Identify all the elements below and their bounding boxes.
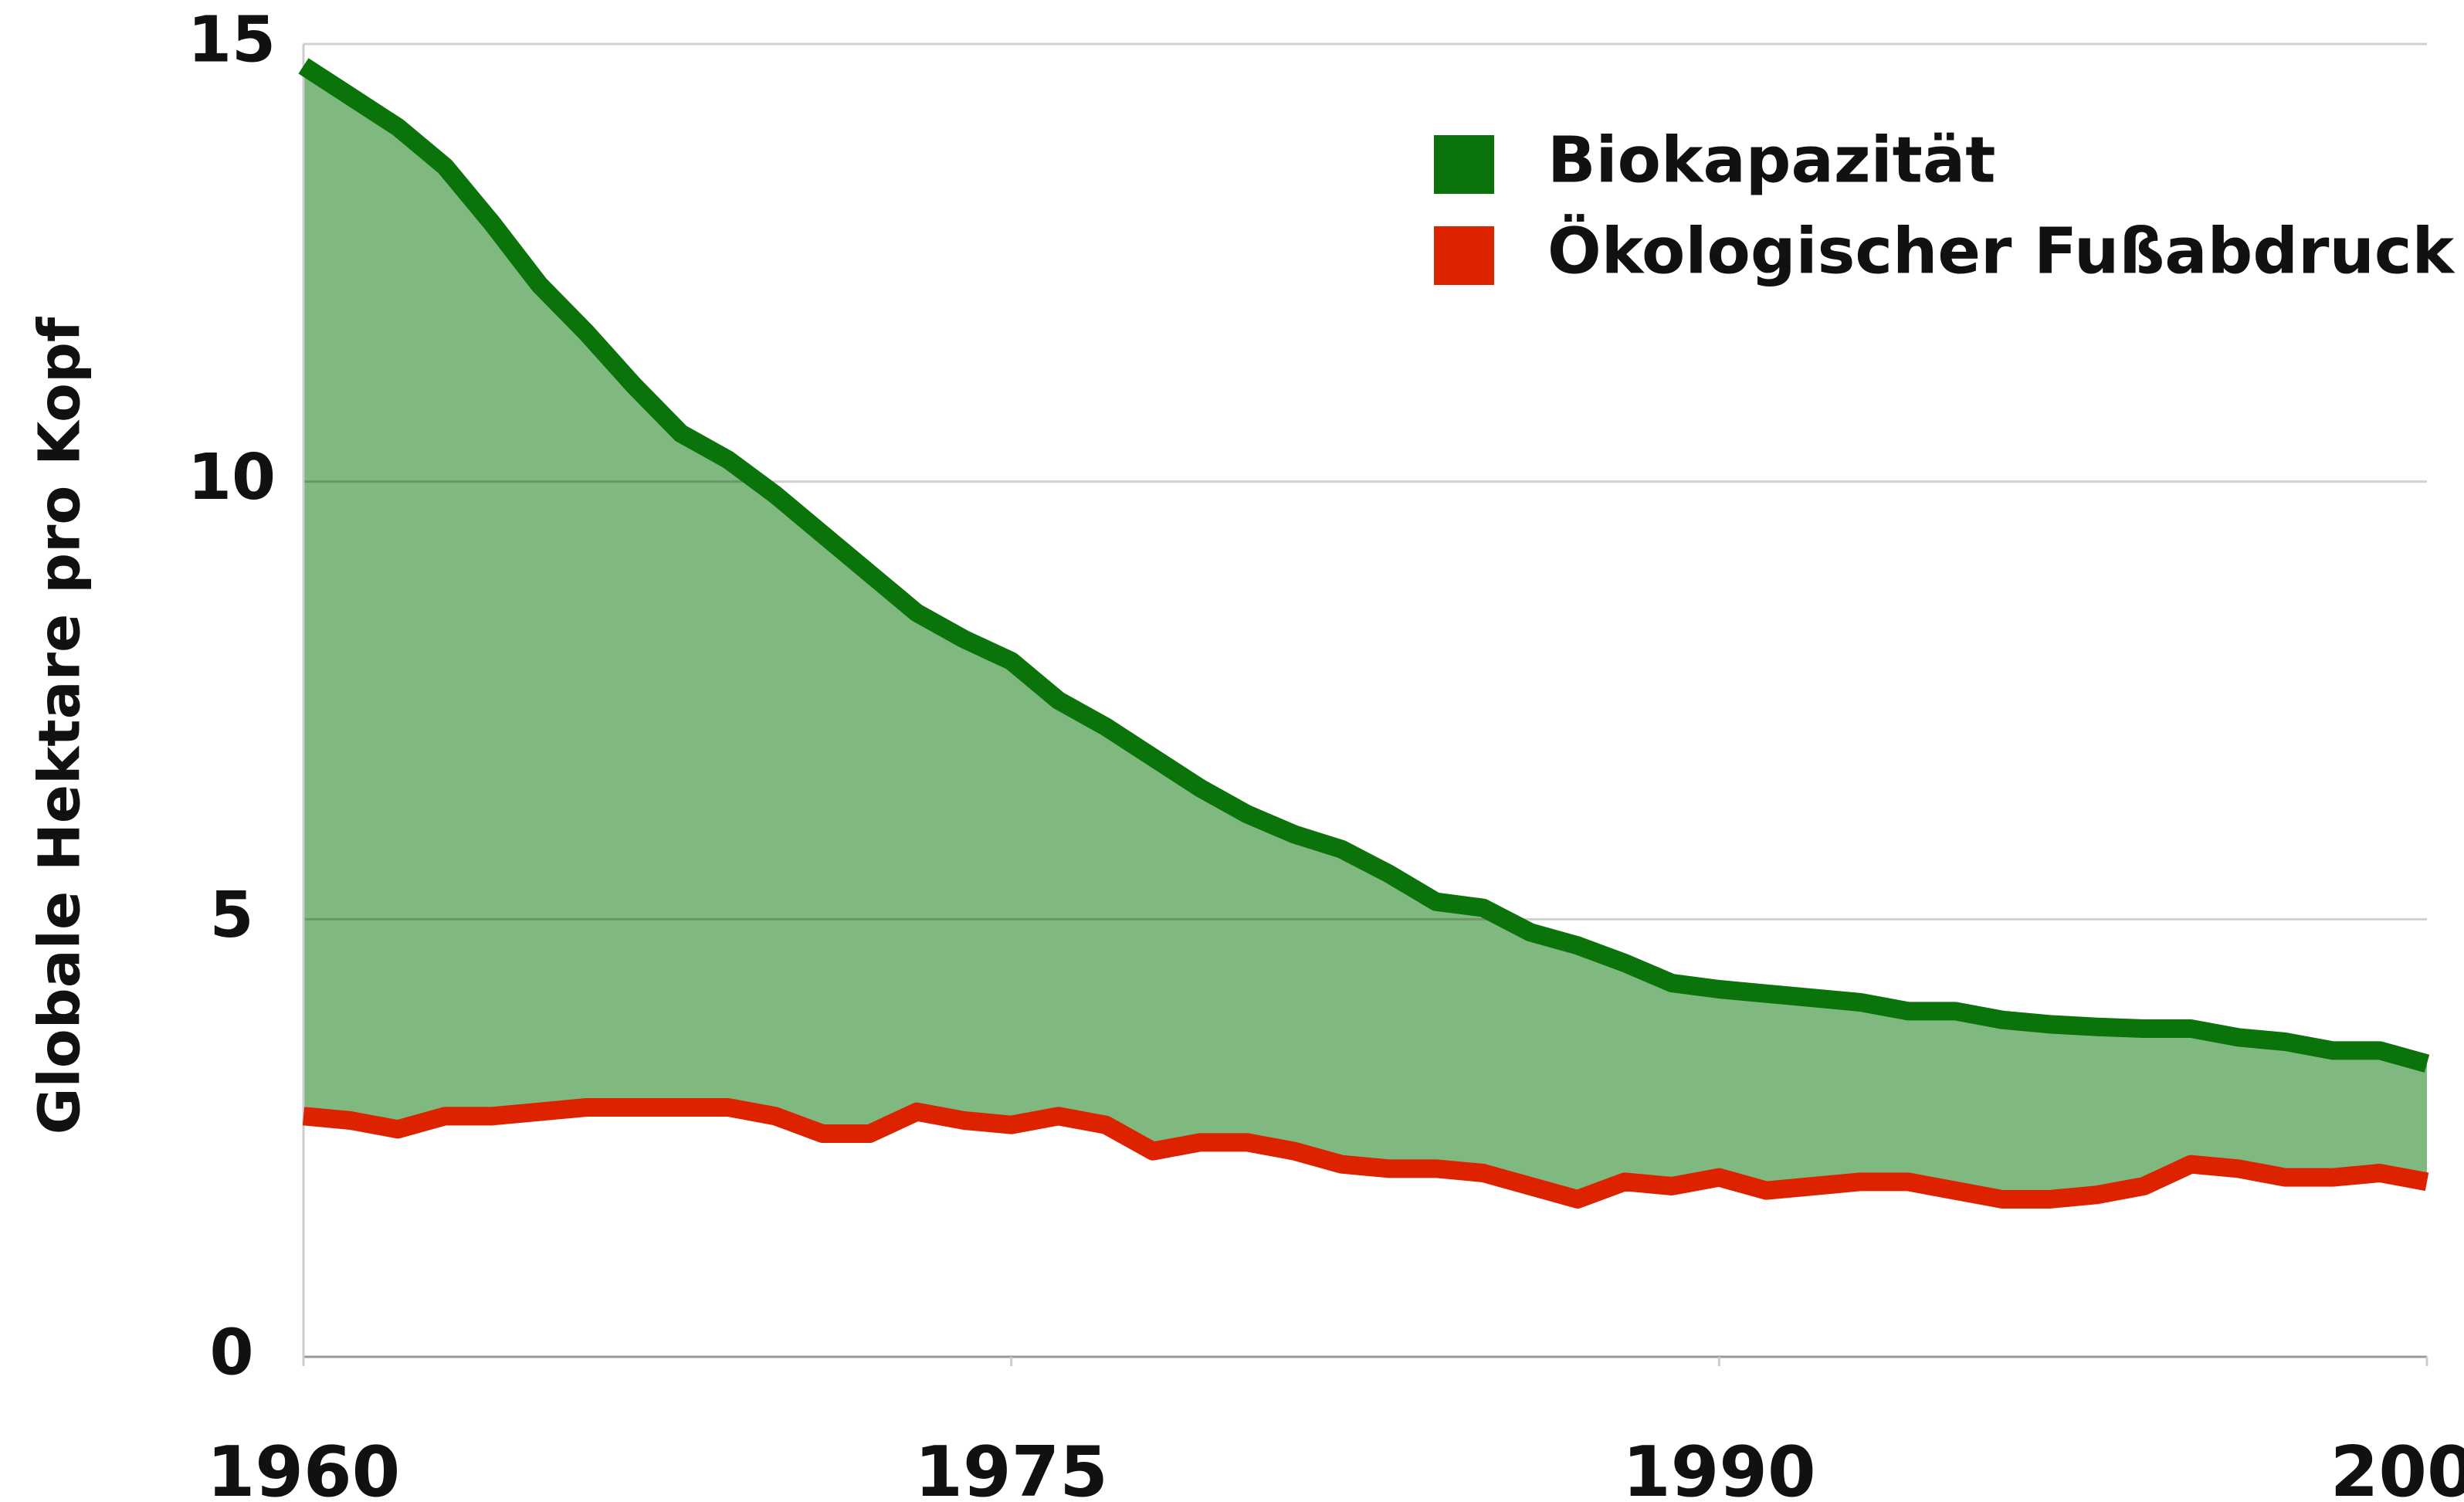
x-tick-label: 1990 <box>1622 1432 1816 1502</box>
x-tick-label: 1975 <box>914 1432 1108 1502</box>
y-tick-label: 15 <box>188 3 276 76</box>
y-tick-label: 0 <box>209 1316 253 1389</box>
legend-swatch <box>1434 226 1494 285</box>
y-tick-label: 5 <box>209 879 253 952</box>
y-tick-label: 10 <box>188 441 276 514</box>
legend-label: Biokapazität <box>1547 124 1995 197</box>
series-line <box>302 1098 2429 1209</box>
legend-label: Ökologischer Fußabdruck <box>1547 214 2456 288</box>
x-tick-label: 2005 <box>2330 1432 2464 1502</box>
area-fill <box>303 66 2427 1199</box>
y-axis-label: Globale Hektare pro Kopf <box>27 317 93 1134</box>
x-tick-label: 1960 <box>207 1432 401 1502</box>
series-line <box>298 58 2430 1073</box>
legend-swatch <box>1434 135 1494 194</box>
